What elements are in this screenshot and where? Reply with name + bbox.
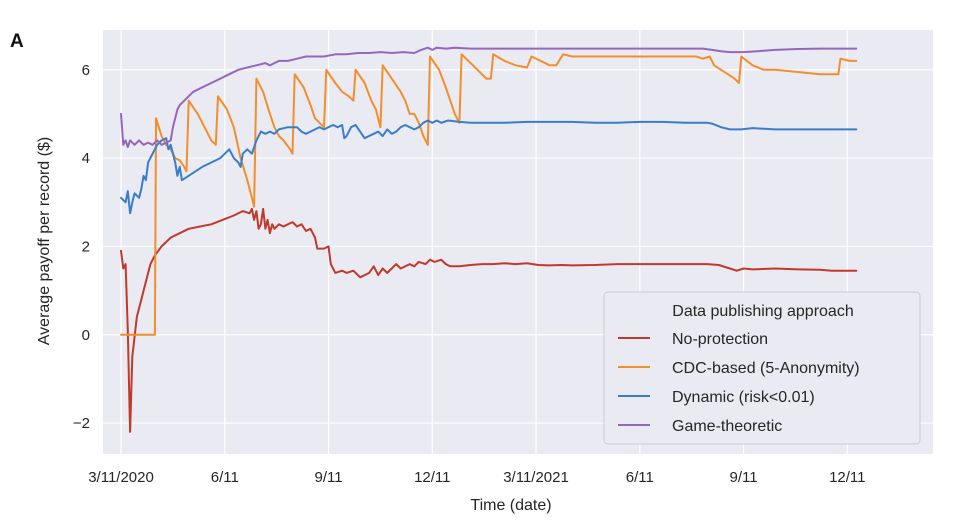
- legend-label: CDC-based (5-Anonymity): [672, 360, 860, 377]
- x-tick-label: 3/11/2020: [88, 469, 154, 486]
- legend: Data publishing approach No-protection CD…: [603, 291, 921, 445]
- legend-title: Data publishing approach: [672, 303, 853, 320]
- series-line-game-theoretic: [120, 46, 858, 148]
- y-tick-label: 0: [82, 327, 90, 344]
- series-line-dynamic-risk-0-01: [120, 119, 858, 215]
- legend-box: [603, 291, 921, 445]
- y-tick-label: 2: [82, 238, 90, 255]
- y-axis-title: Average payoff per record ($): [36, 137, 53, 345]
- legend-entries: No-protection CDC-based (5-Anonymity) Dyna…: [618, 331, 860, 435]
- legend-label: No-protection: [672, 331, 768, 348]
- series-line-no-protection: [120, 207, 858, 433]
- series-line-cdc-based-5-anonymity: [120, 53, 858, 336]
- x-axis-title: Time (date): [470, 497, 551, 514]
- x-tick-label: 12/11: [829, 469, 865, 486]
- y-tick-label: −2: [73, 415, 90, 432]
- x-tick-labels: 3/11/2020 6/11 9/11 12/11 3/11/2021 6/11 9/11 1…: [88, 469, 865, 486]
- legend-label: Dynamic (risk<0.01): [672, 389, 815, 406]
- panel-label: A: [10, 31, 24, 52]
- y-tick-label: 4: [82, 150, 90, 167]
- legend-label: Game-theoretic: [672, 418, 782, 435]
- series-lines: [120, 46, 858, 433]
- x-tick-label: 12/11: [414, 469, 450, 486]
- y-tick-label: 6: [82, 62, 90, 79]
- y-tick-labels: −2 0 2 4 6: [73, 62, 90, 432]
- x-tick-label: 9/11: [314, 469, 342, 486]
- x-tick-label: 3/11/2021: [503, 469, 569, 486]
- x-tick-label: 6/11: [211, 469, 239, 486]
- x-tick-label: 6/11: [626, 469, 654, 486]
- x-tick-label: 9/11: [729, 469, 757, 486]
